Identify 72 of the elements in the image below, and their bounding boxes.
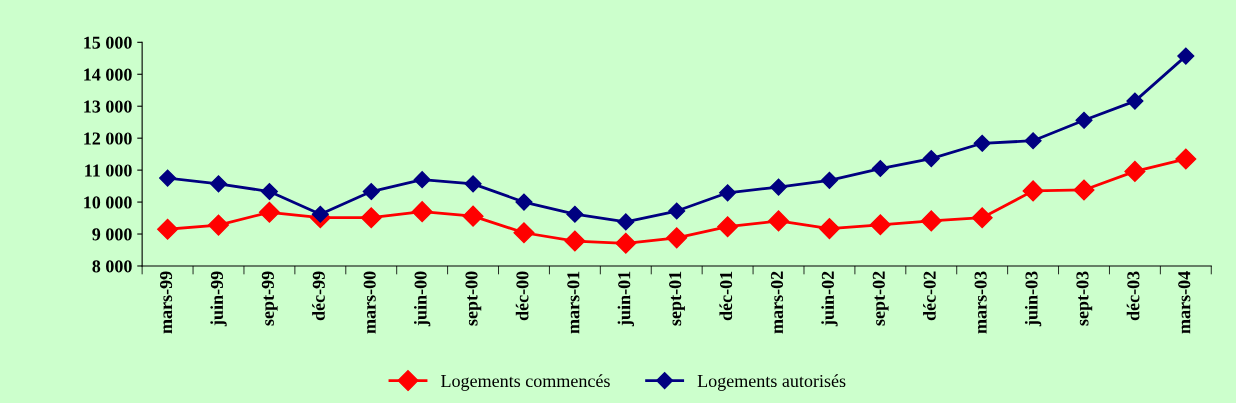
y-tick-label: 15 000 (84, 36, 132, 49)
x-tick-label: juin-02 (821, 271, 838, 327)
point (413, 171, 431, 189)
x-tick-label: mars-99 (159, 271, 173, 334)
point (260, 182, 278, 201)
point (971, 207, 993, 229)
legend-label: Logements autorisés (697, 374, 846, 391)
point (920, 210, 942, 232)
y-tick-label: 9 000 (92, 228, 132, 241)
point (1175, 148, 1197, 170)
point (566, 205, 584, 223)
point (462, 205, 484, 227)
point (360, 207, 382, 229)
point (464, 175, 482, 193)
point (515, 193, 533, 211)
x-tick-label: déc-03 (1126, 271, 1140, 321)
x-tick-label: sept-01 (669, 271, 685, 326)
point (820, 171, 838, 189)
y-tick-label: 13 000 (84, 100, 132, 113)
x-tick-label: juin-03 (1024, 271, 1042, 327)
x-tick-label: déc-99 (312, 271, 325, 321)
point (1024, 132, 1042, 150)
point (311, 205, 329, 223)
x-tick-label: juin-99 (210, 271, 227, 327)
point (617, 213, 635, 231)
x-tick-label: juin-00 (413, 271, 431, 327)
point (666, 227, 688, 249)
point (159, 169, 177, 187)
point (818, 218, 840, 240)
point (564, 230, 586, 252)
x-tick-label: sept-00 (465, 271, 482, 326)
y-tick-label: 8 000 (92, 260, 132, 273)
point (209, 175, 228, 193)
x-tick-label: juin-01 (617, 271, 634, 327)
y-tick-label: 10 000 (84, 196, 132, 209)
x-tick-label: mars-03 (974, 271, 987, 334)
point (973, 134, 991, 152)
x-tick-label: mars-04 (1178, 271, 1191, 334)
x-tick-label: sept-03 (1076, 271, 1093, 326)
point (1177, 47, 1195, 65)
point (1126, 92, 1144, 110)
point (769, 178, 788, 196)
point (1075, 111, 1093, 129)
point (768, 210, 790, 232)
x-tick-label: mars-00 (363, 271, 376, 334)
x-tick-label: mars-01 (567, 271, 580, 334)
y-tick-label: 12 000 (84, 132, 132, 145)
x-tick-label: sept-02 (872, 271, 889, 326)
x-tick-label: mars-02 (770, 271, 784, 334)
point (1124, 160, 1146, 182)
y-tick-label: 11 000 (85, 164, 132, 177)
point (615, 232, 637, 254)
legend-label: Logements commencés (441, 374, 610, 391)
x-tick-label: déc-00 (515, 271, 529, 321)
point (1022, 180, 1044, 202)
point (719, 184, 737, 202)
point (362, 182, 380, 201)
point (871, 159, 889, 178)
point (157, 218, 179, 240)
point (513, 222, 535, 244)
point (411, 201, 433, 223)
point (869, 214, 891, 236)
point (922, 150, 940, 168)
y-tick-label: 14 000 (84, 68, 132, 81)
point (668, 202, 686, 220)
x-tick-label: déc-01 (719, 271, 733, 321)
x-tick-label: déc-02 (923, 271, 936, 321)
x-tick-label: sept-99 (261, 271, 278, 326)
point (258, 201, 280, 223)
point (1073, 179, 1095, 201)
point (207, 214, 230, 236)
point (717, 216, 739, 238)
